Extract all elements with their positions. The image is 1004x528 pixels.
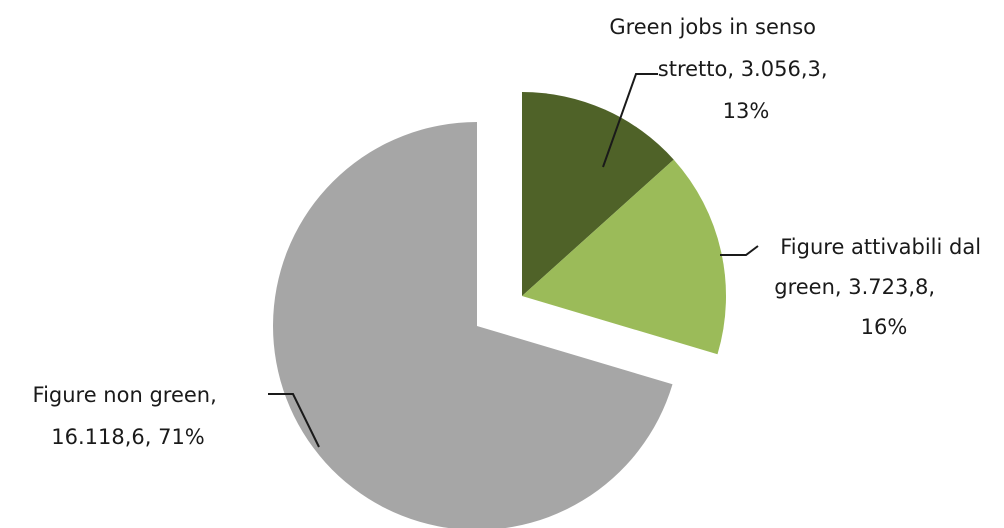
- leader-line-green-jobs: [602, 73, 658, 168]
- data-label-figure-attivabili-line-1: Figure attivabili dal: [780, 235, 981, 259]
- data-label-figure-attivabili-line-3: 16%: [861, 315, 908, 339]
- data-label-green-jobs-line-1: Green jobs in senso: [609, 15, 816, 39]
- data-label-green-jobs: Green jobs in senso stretto, 3.056,3, 13…: [609, 15, 834, 123]
- data-label-figure-non-green: Figure non green, 16.118,6, 71%: [33, 383, 224, 449]
- data-label-figure-attivabili-line-2: green, 3.723,8,: [774, 275, 935, 299]
- data-label-figure-non-green-line-2: 16.118,6, 71%: [51, 425, 205, 449]
- data-label-figure-attivabili: Figure attivabili dal green, 3.723,8, 16…: [774, 235, 988, 339]
- data-label-figure-non-green-line-1: Figure non green,: [33, 383, 217, 407]
- leader-line-figure-attivabili: [720, 245, 759, 256]
- data-label-green-jobs-line-2: stretto, 3.056,3,: [658, 57, 828, 81]
- pie-slice-figure-non-green: [273, 122, 673, 528]
- pie-slice-green-jobs-in-senso-stretto: [522, 92, 674, 296]
- data-label-green-jobs-line-3: 13%: [723, 99, 770, 123]
- pie-slice-figure-attivabili-dal-green: [522, 159, 727, 355]
- pie-slices: [273, 92, 727, 528]
- leader-line-figure-non-green: [268, 393, 320, 448]
